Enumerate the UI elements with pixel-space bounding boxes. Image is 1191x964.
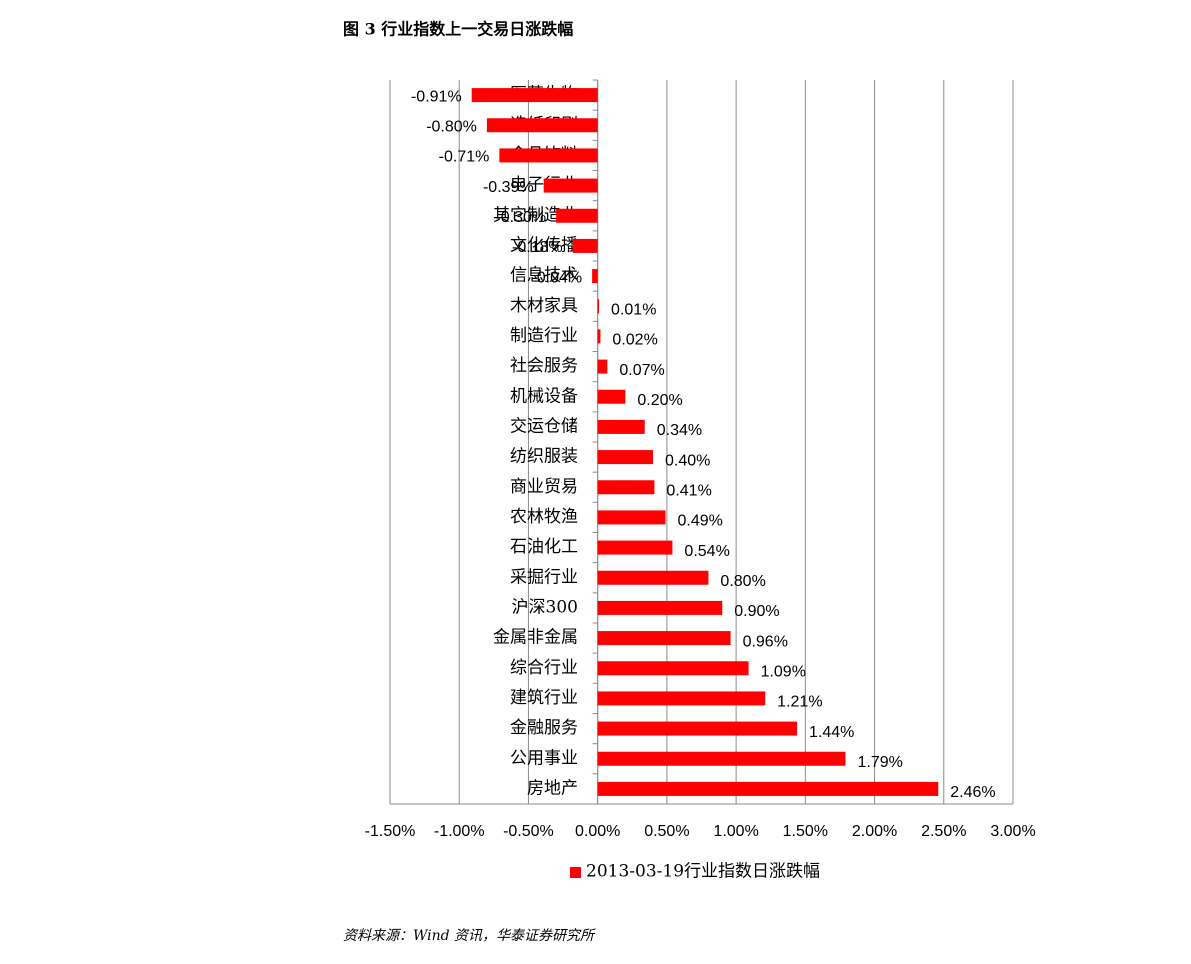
value-label: -0.91%	[411, 88, 462, 105]
value-label: 0.07%	[619, 362, 664, 379]
category-label: 金融服务	[510, 718, 578, 738]
bar	[597, 389, 626, 404]
bar	[597, 359, 608, 374]
category-label: 社会服务	[510, 356, 578, 376]
category-label: 房地产	[527, 778, 578, 798]
value-label: 0.40%	[665, 452, 710, 469]
x-tick-label: -0.50%	[503, 823, 554, 840]
category-label: 沪深300	[512, 597, 578, 617]
category-label: 纺织服装	[510, 447, 578, 467]
value-label: -0.04%	[531, 269, 582, 286]
value-label: -0.39%	[483, 179, 534, 196]
value-label: 0.54%	[684, 543, 729, 560]
value-label: 0.02%	[612, 332, 657, 349]
bar	[597, 450, 654, 465]
value-label: 2.46%	[950, 784, 995, 801]
x-tick-label: 2.00%	[852, 823, 897, 840]
bar	[597, 570, 709, 585]
x-tick-label: -1.00%	[434, 823, 485, 840]
category-label: 信息技术	[510, 266, 578, 286]
bar	[471, 88, 598, 103]
value-label: 0.41%	[666, 482, 711, 499]
x-tick-label: 2.50%	[921, 823, 966, 840]
category-label: 建筑行业	[510, 688, 578, 708]
value-label: 1.79%	[857, 754, 902, 771]
value-label: 1.44%	[809, 724, 854, 741]
bar	[597, 540, 673, 555]
category-label: 石油化工	[510, 537, 578, 557]
category-label: 文化传播	[510, 235, 578, 255]
value-label: -0.18%	[512, 239, 563, 256]
legend-swatch	[570, 867, 581, 878]
value-label: 0.90%	[734, 603, 779, 620]
x-tick-label: 1.00%	[713, 823, 758, 840]
x-tick-label: 0.50%	[644, 823, 689, 840]
x-tick-label: 0.00%	[575, 823, 620, 840]
value-label: 0.96%	[743, 633, 788, 650]
category-label: 商业贸易	[510, 477, 578, 497]
x-tick-label: 3.00%	[990, 823, 1035, 840]
category-label: 农林牧渔	[510, 507, 578, 527]
x-tick-label: -1.50%	[365, 823, 416, 840]
bar	[486, 118, 598, 133]
value-label: 1.21%	[777, 694, 822, 711]
category-label: 机械设备	[510, 386, 578, 406]
category-label: 金属非金属	[493, 628, 578, 648]
value-label: 0.34%	[657, 422, 702, 439]
value-label: 0.20%	[637, 392, 682, 409]
source-note: 资料来源：Wind 资讯，华泰证券研究所	[343, 928, 596, 944]
bar	[597, 631, 731, 646]
category-label: 制造行业	[510, 326, 578, 346]
bar	[597, 600, 723, 615]
chart-title: 图 3 行业指数上一交易日涨跌幅	[343, 20, 573, 39]
bar	[597, 419, 645, 434]
value-label: -0.30%	[495, 209, 546, 226]
category-label: 综合行业	[510, 658, 578, 678]
value-label: 1.09%	[761, 663, 806, 680]
value-label: -0.71%	[439, 149, 490, 166]
bar	[572, 238, 598, 253]
category-label: 采掘行业	[510, 567, 578, 587]
value-label: 0.49%	[678, 513, 723, 530]
legend-label: 2013-03-19行业指数日涨跌幅	[586, 862, 820, 882]
bar	[597, 510, 666, 525]
bar	[597, 661, 749, 676]
x-tick-label: 1.50%	[783, 823, 828, 840]
bar	[592, 269, 598, 284]
category-label: 交运仓储	[510, 416, 578, 436]
bar	[499, 148, 598, 163]
bar	[597, 781, 939, 796]
value-label: -0.80%	[426, 118, 477, 135]
bar	[543, 178, 598, 193]
category-label: 木材家具	[510, 296, 578, 316]
bar	[556, 208, 598, 223]
value-label: 0.01%	[611, 301, 656, 318]
bar	[597, 329, 601, 344]
bar	[597, 751, 846, 766]
bar	[597, 299, 600, 314]
value-label: 0.80%	[720, 573, 765, 590]
bar	[597, 691, 766, 706]
category-label: 公用事业	[510, 748, 578, 768]
bar	[597, 480, 655, 495]
bar	[597, 721, 798, 736]
